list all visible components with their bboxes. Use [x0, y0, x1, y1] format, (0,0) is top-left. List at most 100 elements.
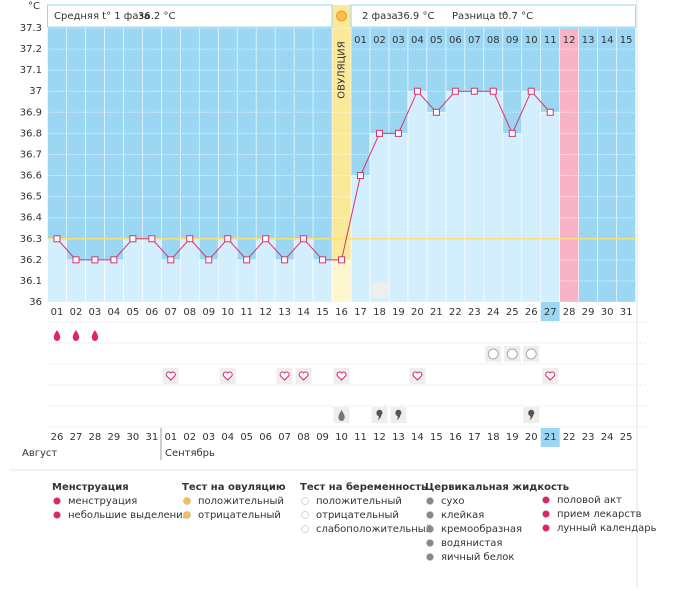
header-value: 0.7 °C: [502, 11, 533, 22]
temperature-point: [357, 172, 365, 180]
temp-column: [142, 238, 162, 303]
temperature-point: [224, 235, 232, 243]
y-tick-label: 36.7: [20, 149, 42, 160]
intercourse-icon: [165, 371, 176, 381]
cycle-day-label: 09: [506, 35, 519, 46]
pregnancy-test-icon: [525, 348, 537, 360]
temperature-point: [319, 256, 327, 264]
temperature-point: [148, 235, 156, 243]
cycle-day-label: 02: [373, 35, 386, 46]
calendar-day: 14: [411, 432, 424, 443]
calendar-day: 22: [563, 432, 576, 443]
x-tick-label: 06: [145, 307, 158, 318]
cycle-day-label: 10: [525, 35, 538, 46]
x-tick-label: 24: [487, 307, 500, 318]
legend-icon: [426, 525, 434, 533]
intercourse-icon: [279, 371, 290, 381]
cycle-day-label: 03: [392, 35, 405, 46]
x-tick-label: 30: [601, 307, 614, 318]
calendar-day: 25: [620, 432, 633, 443]
temp-column: [274, 259, 295, 303]
x-tick-label: 22: [449, 307, 462, 318]
y-tick-label: 36: [29, 297, 42, 308]
calendar-day: 26: [51, 432, 64, 443]
x-tick-label: 31: [620, 307, 633, 318]
cycle-day-label: 04: [411, 35, 424, 46]
y-tick-label: 36.9: [20, 107, 42, 118]
moon-box: [371, 282, 388, 298]
x-tick-label: 04: [108, 307, 121, 318]
temp-column: [236, 259, 257, 303]
temp-column: [369, 133, 390, 303]
temp-column: [331, 259, 352, 303]
cycle-day-label: 05: [430, 35, 443, 46]
legend-item: клейкая: [441, 510, 484, 521]
x-tick-label: 28: [563, 307, 576, 318]
calendar-day: 20: [525, 432, 538, 443]
legend-item: лунный календарь: [557, 523, 657, 534]
menstruation-icon: [53, 330, 61, 341]
x-tick-label: 11: [240, 307, 253, 318]
legend-icon: [426, 539, 434, 547]
calendar-day: 30: [126, 432, 139, 443]
x-tick-label: 07: [164, 307, 177, 318]
x-tick-label: 01: [51, 307, 64, 318]
temp-column: [407, 90, 428, 303]
x-tick-label: 20: [411, 307, 424, 318]
calendar-day: 31: [145, 432, 158, 443]
y-tick-label: 36.3: [20, 234, 42, 245]
menstruation-icon: [72, 330, 80, 341]
cycle-day-label: 06: [449, 35, 462, 46]
calendar-day: 21: [544, 432, 557, 443]
calendar-day: 19: [506, 432, 519, 443]
calendar-day: 29: [108, 432, 121, 443]
header-text: 2 фаза: [362, 11, 398, 22]
legend-icon: [542, 510, 550, 518]
legend-title: Тест на овуляцию: [182, 482, 286, 493]
calendar-day: 05: [240, 432, 253, 443]
cycle-day-label: 15: [620, 35, 633, 46]
calendar-day: 10: [335, 432, 348, 443]
legend-item: половой акт: [557, 495, 622, 506]
today-marker: [540, 428, 560, 447]
y-tick-label: 37: [29, 86, 42, 97]
x-tick-label: 16: [335, 307, 348, 318]
intercourse-icon: [412, 371, 423, 381]
header-text: Разница t°: [452, 11, 508, 22]
legend-item: положительный: [198, 496, 284, 507]
cycle-day-label: 13: [582, 35, 595, 46]
temp-column: [426, 112, 447, 303]
temp-column: [217, 238, 238, 303]
temperature-point: [53, 235, 61, 243]
legend-item: отрицательный: [316, 510, 399, 521]
calendar-day: 12: [373, 432, 386, 443]
y-unit: °C: [28, 1, 40, 12]
temperature-point: [110, 256, 118, 264]
intercourse-icon: [298, 371, 309, 381]
calendar-day: 06: [259, 432, 272, 443]
legend-icon: [183, 497, 191, 505]
temp-column: [540, 112, 560, 303]
temperature-point: [281, 256, 289, 264]
legend-item: водянистая: [441, 538, 502, 549]
header-box: [47, 4, 333, 28]
month-label: Сентябрь: [165, 448, 215, 459]
temp-column: [180, 238, 200, 303]
x-tick-label: 29: [582, 307, 595, 318]
legend-item: яичный белок: [441, 552, 514, 563]
month-label: Август: [22, 448, 57, 459]
cycle-day-label: 07: [468, 35, 481, 46]
temperature-point: [338, 256, 346, 264]
temperature-point: [375, 129, 383, 137]
temperature-point: [451, 87, 459, 95]
calendar-day: 28: [89, 432, 102, 443]
x-tick-label: 03: [89, 307, 102, 318]
x-tick-label: 21: [430, 307, 443, 318]
y-tick-label: 37.2: [20, 44, 42, 55]
x-tick-label: 27: [544, 307, 557, 318]
x-tick-label: 12: [259, 307, 272, 318]
cycle-day-label: 11: [544, 35, 557, 46]
legend-item: слабоположительный: [316, 524, 432, 535]
legend-icon: [301, 525, 309, 533]
cycle-day-label: 14: [601, 35, 614, 46]
